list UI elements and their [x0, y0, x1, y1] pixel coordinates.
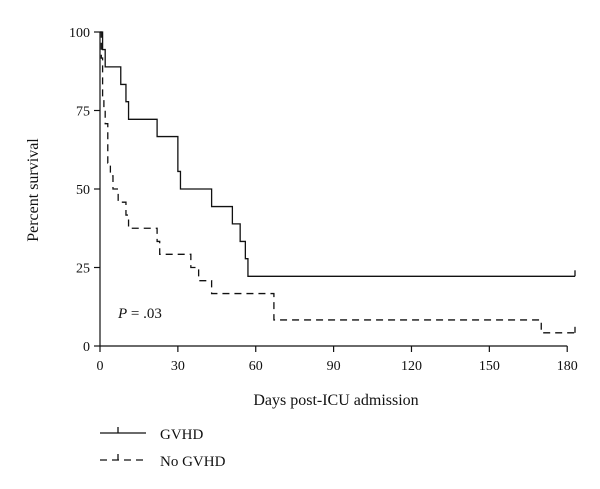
legend-swatch-no-gvhd — [100, 454, 146, 461]
p-value-text: = .03 — [127, 306, 162, 322]
legend-item-no-gvhd: No GVHD — [100, 454, 226, 470]
p-value-annotation: P = .03 — [117, 306, 162, 322]
survival-curves — [100, 31, 576, 334]
legend-item-gvhd: GVHD — [100, 427, 203, 443]
y-tick-label: 25 — [76, 262, 90, 277]
x-tick-label: 30 — [171, 359, 185, 374]
axes — [99, 32, 568, 347]
legend-label-no-gvhd: No GVHD — [160, 454, 226, 470]
legend-label-gvhd: GVHD — [160, 427, 203, 443]
y-tick-label: 100 — [69, 26, 90, 41]
series-line-gvhd — [100, 31, 575, 277]
y-axis-title: Percent survival — [25, 138, 42, 242]
legend-swatch-gvhd — [100, 427, 146, 434]
x-tick-label: 120 — [401, 359, 422, 374]
x-tick-label: 150 — [479, 359, 500, 374]
axis-ticks: 0 25 50 75 100 0 30 60 90 120 150 180 — [69, 26, 578, 374]
x-tick-label: 60 — [249, 359, 263, 374]
p-value-symbol: P — [117, 306, 127, 322]
x-tick-label: 0 — [97, 359, 104, 374]
x-tick-label: 180 — [557, 359, 578, 374]
legend: GVHD No GVHD — [100, 427, 226, 470]
x-tick-label: 90 — [327, 359, 341, 374]
y-tick-label: 75 — [76, 105, 90, 120]
x-axis-title: Days post-ICU admission — [253, 392, 418, 409]
series-line-no-gvhd — [100, 31, 575, 334]
y-tick-label: 50 — [76, 183, 90, 198]
y-tick-label: 0 — [83, 340, 90, 355]
